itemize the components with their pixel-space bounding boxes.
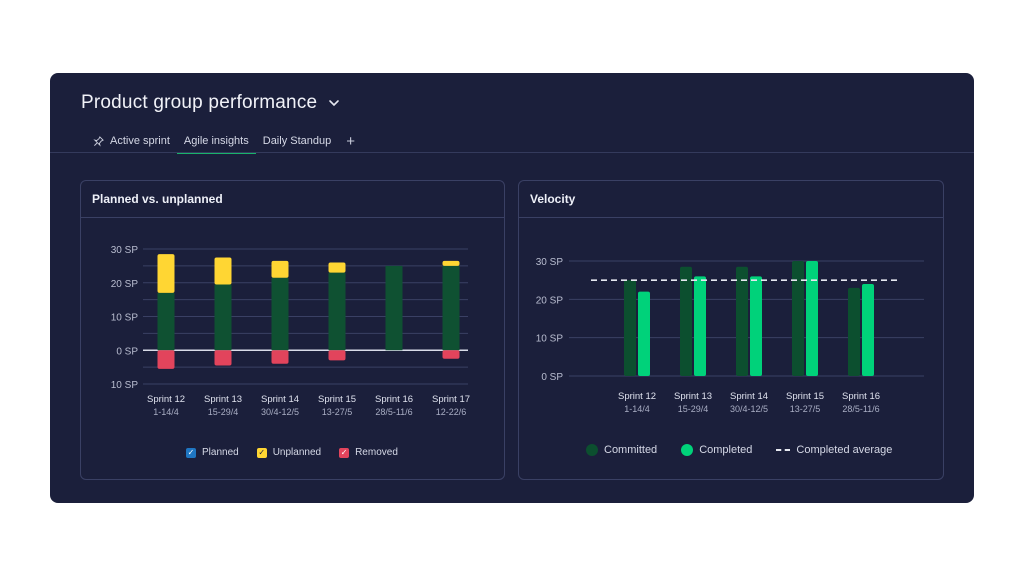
tab-bar: Active sprint Agile insights Daily Stand… <box>86 130 363 154</box>
dashed-line-icon <box>776 449 791 451</box>
x-tick-label: Sprint 16 <box>375 394 413 405</box>
bar-planned <box>328 272 346 351</box>
x-tick-label: Sprint 15 <box>318 394 356 405</box>
card-title: Planned vs. unplanned <box>81 181 504 218</box>
x-tick-date: 30/4-12/5 <box>261 407 299 417</box>
x-tick-label: Sprint 12 <box>147 394 185 405</box>
y-tick-label: 10 SP <box>536 334 564 345</box>
legend-item-committed[interactable]: Committed <box>586 444 657 456</box>
completed-swatch-icon <box>681 444 694 456</box>
bar-committed <box>736 266 748 376</box>
bar-unplanned <box>271 260 289 278</box>
legend-item-planned[interactable]: ✓ Planned <box>186 447 239 458</box>
x-tick-label: Sprint 12 <box>618 391 656 402</box>
planned-vs-unplanned-card: Planned vs. unplanned 30 SP 20 SP 10 SP 0 S… <box>80 180 505 480</box>
tab-label: Active sprint <box>110 135 170 147</box>
legend-item-removed[interactable]: ✓ Removed <box>339 447 398 458</box>
x-tick-date: 13-27/5 <box>790 404 821 414</box>
checkbox-icon: ✓ <box>256 447 267 458</box>
bar-unplanned <box>157 254 175 293</box>
x-tick-label: Sprint 13 <box>204 394 242 405</box>
legend-item-completed[interactable]: Completed <box>681 444 752 456</box>
x-tick-label: Sprint 17 <box>432 394 470 405</box>
bar-completed <box>694 276 706 376</box>
legend-item-unplanned[interactable]: ✓ Unplanned <box>256 447 322 458</box>
bar-planned <box>442 265 460 351</box>
planned-vs-unplanned-chart: 30 SP 20 SP 10 SP 0 SP 10 SP Sprint 12 1-14/4 S… <box>111 245 470 417</box>
chart-legend: ✓ Planned ✓ Unplanned ✓ Removed <box>186 447 398 458</box>
legend-item-average[interactable]: Completed average <box>776 444 892 456</box>
bar-completed <box>638 291 650 376</box>
legend-label: Completed <box>699 444 753 456</box>
bar-committed <box>680 266 692 376</box>
y-tick-label: 20 SP <box>536 295 564 306</box>
x-tick-date: 28/5-11/6 <box>842 404 879 414</box>
bar-unplanned <box>328 262 346 273</box>
y-tick-label: 0 SP <box>116 346 138 357</box>
tab-agile-insights[interactable]: Agile insights <box>176 130 256 154</box>
bar-removed <box>442 350 460 359</box>
x-tick-date: 1-14/4 <box>153 407 179 417</box>
x-tick-date: 15-29/4 <box>678 404 709 414</box>
legend-label: Unplanned <box>272 447 322 458</box>
chart-legend: Committed Completed Completed average <box>586 444 892 456</box>
bar-unplanned <box>214 257 232 285</box>
x-tick-label: Sprint 14 <box>730 391 768 402</box>
app-window: Product group performance Active sprint … <box>50 73 974 503</box>
bar-committed <box>792 261 804 376</box>
x-tick-label: Sprint 15 <box>786 391 824 402</box>
tab-active-sprint[interactable]: Active sprint <box>86 130 177 152</box>
y-tick-label: 10 SP <box>111 313 139 324</box>
add-tab-button[interactable]: + <box>346 132 356 150</box>
velocity-chart: 30 SP 20 SP 10 SP 0 SP Sprint 12 1-14/4 Sprint… <box>536 257 924 414</box>
bar-removed <box>328 350 346 361</box>
x-tick-label: Sprint 14 <box>261 394 299 405</box>
title-row: Product group performance <box>81 90 341 116</box>
bar-planned <box>157 292 175 351</box>
legend-label: Planned <box>202 447 239 458</box>
bar-removed <box>214 350 232 366</box>
bar-removed <box>271 350 289 364</box>
page-title: Product group performance <box>81 92 318 113</box>
card-title: Velocity <box>519 181 943 218</box>
legend-label: Removed <box>355 447 398 458</box>
tab-label: Agile insights <box>183 135 249 147</box>
bar-planned <box>214 284 232 351</box>
x-tick-label: Sprint 13 <box>674 391 712 402</box>
tab-divider <box>50 152 974 153</box>
x-tick-date: 12-22/6 <box>436 407 467 417</box>
x-tick-date: 15-29/4 <box>208 407 239 417</box>
bar-planned <box>385 265 403 351</box>
y-tick-label: 30 SP <box>536 257 564 268</box>
x-tick-date: 13-27/5 <box>322 407 353 417</box>
bar-completed <box>750 276 762 376</box>
bar-completed <box>806 261 818 376</box>
y-tick-label: 10 SP <box>111 380 139 391</box>
x-tick-date: 1-14/4 <box>624 404 650 414</box>
y-tick-label: 30 SP <box>111 245 139 256</box>
bar-unplanned <box>442 260 460 266</box>
tab-daily-standup[interactable]: Daily Standup <box>256 130 339 152</box>
y-tick-label: 20 SP <box>111 279 139 290</box>
x-tick-date: 30/4-12/5 <box>730 404 768 414</box>
checkbox-icon: ✓ <box>186 447 196 458</box>
pin-icon <box>93 135 104 147</box>
chevron-down-icon[interactable] <box>327 96 341 110</box>
velocity-card: Velocity 30 SP 20 SP 10 SP 0 SP Sprint 12 1-1… <box>518 180 944 480</box>
x-tick-date: 28/5-11/6 <box>375 407 412 417</box>
tab-label: Daily Standup <box>262 135 332 147</box>
y-tick-label: 0 SP <box>541 372 563 383</box>
committed-swatch-icon <box>586 444 598 456</box>
checkbox-icon: ✓ <box>339 447 350 458</box>
x-tick-label: Sprint 16 <box>842 391 880 402</box>
bar-committed <box>624 280 636 376</box>
bar-removed <box>157 350 175 369</box>
bar-committed <box>848 287 860 376</box>
legend-label: Committed <box>604 444 658 456</box>
legend-label: Completed average <box>796 444 893 456</box>
bar-completed <box>862 284 874 376</box>
bar-planned <box>271 277 289 351</box>
